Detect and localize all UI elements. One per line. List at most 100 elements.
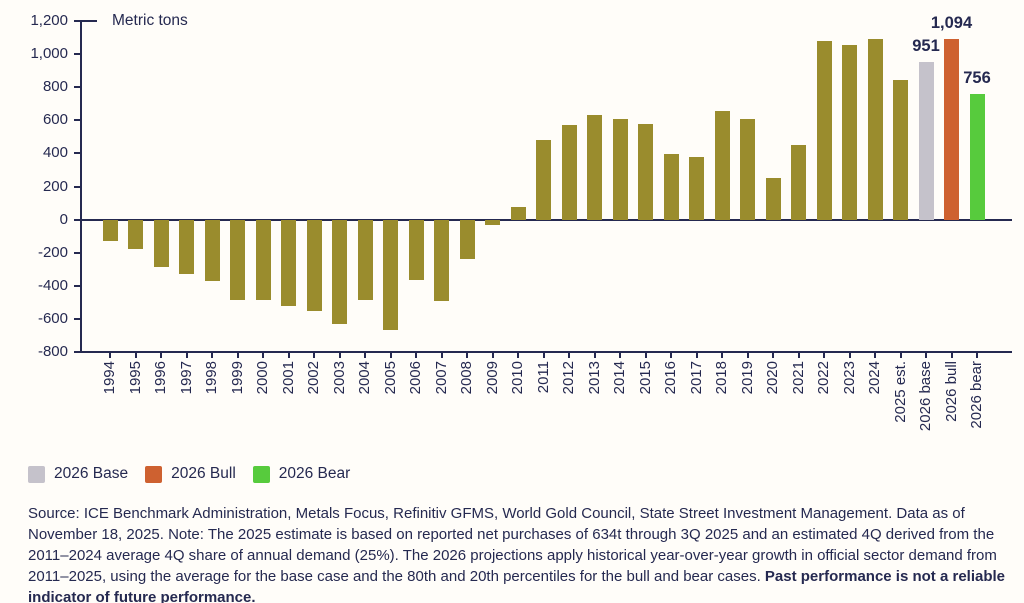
bar-2023 <box>842 45 857 220</box>
x-tick <box>542 352 545 358</box>
y-axis-title: Metric tons <box>112 12 188 29</box>
x-label-2019: 2019 <box>738 361 756 395</box>
y-axis-top-tick <box>78 20 97 22</box>
bar-2015 <box>638 123 653 220</box>
x-label-2002: 2002 <box>305 361 322 395</box>
bar-2024 <box>867 39 883 220</box>
x-tick <box>925 352 927 358</box>
x-label-2015: 2015 <box>636 361 654 395</box>
x-label-1998: 1998 <box>203 361 220 395</box>
x-label-2021: 2021 <box>789 361 807 395</box>
legend-swatch-2026-base <box>28 465 45 483</box>
y-tick <box>74 119 80 122</box>
x-tick <box>772 352 774 358</box>
x-axis-line <box>80 351 1012 353</box>
y-axis-line <box>80 21 82 352</box>
y-tick <box>74 53 80 56</box>
bar-2017 <box>689 157 704 220</box>
x-tick <box>593 352 596 358</box>
x-label-1996: 1996 <box>152 361 169 395</box>
x-tick <box>160 352 162 358</box>
y-tick-label: 1,200 <box>30 12 68 29</box>
bar-2012 <box>561 125 577 220</box>
y-tick-label: -600 <box>37 309 68 327</box>
x-label-2026-base: 2026 base <box>917 361 934 432</box>
x-tick <box>670 352 672 358</box>
x-label-2011: 2011 <box>534 361 552 394</box>
x-tick <box>211 352 213 358</box>
y-tick-label: 200 <box>42 177 68 195</box>
bar-2026-bull <box>944 38 959 220</box>
x-label-2012: 2012 <box>560 361 577 395</box>
source-note: Source: ICE Benchmark Administration, Me… <box>28 503 1010 603</box>
bar-value-label-2026-bull: 1,094 <box>930 13 973 32</box>
bar-2018 <box>714 110 730 220</box>
source-disclaimer: Past performance is not a reliable indic… <box>28 568 1006 603</box>
bar-1998 <box>204 219 220 281</box>
bar-2008 <box>459 219 475 260</box>
x-tick <box>134 352 137 358</box>
bar-value-label-2026-base: 951 <box>912 37 940 56</box>
y-tick <box>74 351 80 353</box>
y-tick <box>74 86 80 89</box>
bar-2026-bear <box>969 94 985 220</box>
bar-2000 <box>255 219 271 300</box>
x-label-2024: 2024 <box>866 361 883 395</box>
x-tick <box>313 352 315 358</box>
y-tick-label: 600 <box>42 111 68 129</box>
x-label-2003: 2003 <box>330 361 348 395</box>
x-label-2018: 2018 <box>713 361 730 395</box>
x-label-2008: 2008 <box>458 361 475 395</box>
legend-item-2026-base: 2026 Base <box>28 465 128 483</box>
y-tick <box>74 284 80 287</box>
legend-item-2026-bear: 2026 Bear <box>252 465 350 483</box>
y-tick-label: 1,000 <box>30 45 68 63</box>
bar-1996 <box>153 219 169 267</box>
x-label-2001: 2001 <box>279 361 297 395</box>
bar-2010 <box>510 206 526 220</box>
legend-item-2026-bull: 2026 Bull <box>145 465 236 483</box>
source-text: Source: ICE Benchmark Administration, Me… <box>28 505 997 585</box>
x-tick <box>415 352 417 358</box>
x-label-2004: 2004 <box>356 361 373 395</box>
x-tick <box>848 352 851 358</box>
bar-2026-base <box>918 62 934 220</box>
y-tick <box>74 185 80 188</box>
x-label-2025-est: 2025 est. <box>891 361 909 423</box>
y-tick-label: -800 <box>37 343 68 360</box>
y-tick <box>74 20 80 22</box>
x-label-2006: 2006 <box>407 361 424 395</box>
y-tick <box>74 152 80 155</box>
x-label-2022: 2022 <box>815 361 832 395</box>
x-tick <box>466 352 468 358</box>
y-tick-label: 800 <box>42 78 68 96</box>
bar-2022 <box>816 40 832 220</box>
x-label-1997: 1997 <box>177 361 195 395</box>
x-label-1994: 1994 <box>101 361 118 395</box>
x-tick <box>517 352 519 358</box>
bar-2003 <box>332 219 347 324</box>
bar-2007 <box>434 219 449 301</box>
bar-value-label-2026-bear: 756 <box>963 69 991 88</box>
x-tick <box>185 352 188 358</box>
x-label-2013: 2013 <box>585 361 603 395</box>
bar-2019 <box>740 119 755 220</box>
x-tick <box>797 352 800 358</box>
legend-label: 2026 Bull <box>171 465 236 482</box>
x-label-2007: 2007 <box>432 361 450 395</box>
x-label-2014: 2014 <box>611 361 628 395</box>
bar-2025-est <box>893 79 908 220</box>
x-tick <box>568 352 570 358</box>
x-label-2005: 2005 <box>381 361 399 395</box>
x-label-1995: 1995 <box>126 361 144 395</box>
x-label-2026-bear: 2026 bear <box>968 361 985 429</box>
x-tick <box>899 352 902 358</box>
x-tick <box>287 352 290 358</box>
legend-swatch-2026-bear <box>252 465 270 483</box>
x-tick <box>236 352 239 358</box>
x-tick <box>976 352 978 358</box>
bar-1999 <box>230 219 245 300</box>
zero-line <box>80 218 1012 221</box>
